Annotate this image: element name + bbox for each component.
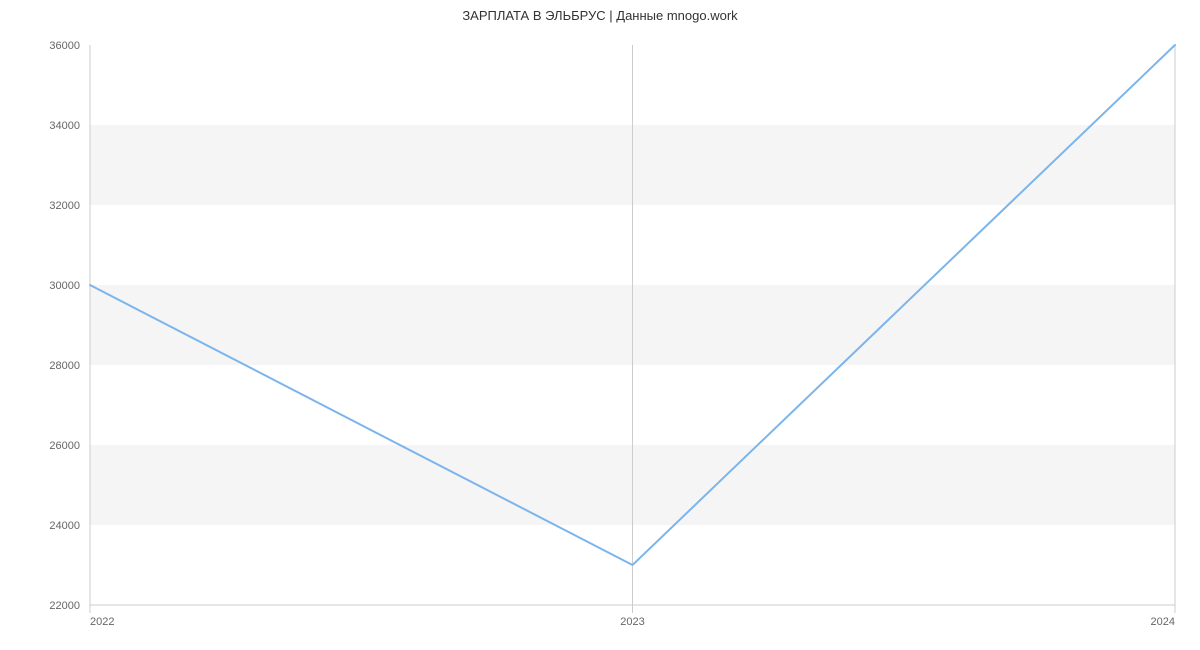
x-tick-label: 2024 — [1151, 616, 1175, 628]
y-tick-label: 32000 — [49, 200, 80, 212]
chart-svg: 2022 2023 2024 22000 24000 26000 28000 30000 320… — [0, 0, 1200, 650]
salary-line-chart: ЗАРПЛАТА В ЭЛЬБРУС | Данные mnogo.work 2… — [0, 0, 1200, 650]
y-tick-label: 24000 — [49, 520, 80, 532]
y-tick-label: 36000 — [49, 40, 80, 52]
y-tick-label: 30000 — [49, 280, 80, 292]
y-tick-label: 26000 — [49, 440, 80, 452]
chart-title: ЗАРПЛАТА В ЭЛЬБРУС | Данные mnogo.work — [0, 8, 1200, 23]
x-tick-label: 2022 — [90, 616, 114, 628]
y-tick-label: 28000 — [49, 360, 80, 372]
x-tick-label: 2023 — [620, 616, 644, 628]
y-tick-label: 34000 — [49, 120, 80, 132]
y-tick-label: 22000 — [49, 600, 80, 612]
